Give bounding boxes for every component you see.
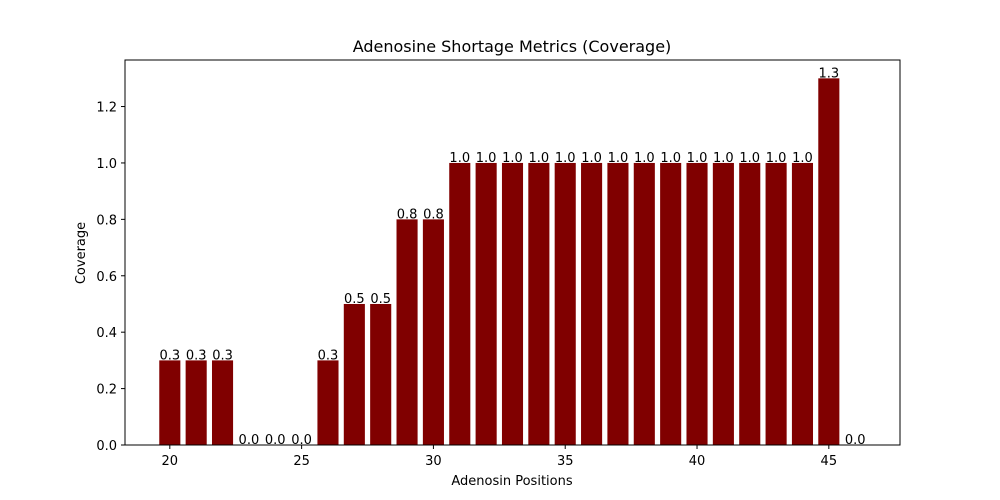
- data-label-30: 0.8: [423, 207, 444, 222]
- y-tick-label-5: 1.0: [96, 157, 117, 172]
- x-tick-label-40: 40: [689, 454, 706, 469]
- bar-38: [633, 162, 655, 445]
- data-label-35: 1.0: [555, 151, 576, 166]
- plot-frame: [124, 59, 901, 446]
- data-label-43: 1.0: [766, 151, 787, 166]
- data-label-45: 1.3: [818, 66, 839, 81]
- data-label-44: 1.0: [792, 151, 813, 166]
- bar-20: [159, 360, 181, 445]
- x-axis-label: Adenosin Positions: [451, 474, 572, 489]
- data-label-38: 1.0: [634, 151, 655, 166]
- x-tick-label-30: 30: [425, 454, 442, 469]
- bar-42: [739, 162, 761, 445]
- x-tick-label-35: 35: [557, 454, 574, 469]
- bar-37: [607, 162, 629, 445]
- bar-34: [528, 162, 550, 445]
- data-label-24: 0.0: [265, 433, 286, 448]
- data-label-42: 1.0: [739, 151, 760, 166]
- data-labels-group: 0.3 0.3 0.3 0.0 0.0 0.0 0.3 0.5 0.5 0.8 0.8 1.0 1.0 1…: [159, 66, 865, 448]
- data-label-37: 1.0: [608, 151, 629, 166]
- x-tick-label-20: 20: [162, 454, 179, 469]
- y-axis-label: Coverage: [74, 222, 89, 284]
- data-label-31: 1.0: [449, 151, 470, 166]
- bar-40: [686, 162, 708, 445]
- bar-43: [765, 162, 787, 445]
- bar-30: [422, 219, 444, 445]
- bar-44: [791, 162, 814, 445]
- bar-41: [712, 162, 734, 445]
- data-label-34: 1.0: [529, 151, 550, 166]
- data-label-21: 0.3: [186, 348, 207, 363]
- chart-title: Adenosine Shortage Metrics (Coverage): [353, 37, 672, 56]
- y-axis-ticks: 0.0 0.2 0.4 0.6 0.8 1.0 1.2: [96, 101, 125, 454]
- y-tick-label-2: 0.4: [96, 326, 117, 341]
- bar-36: [581, 162, 603, 445]
- bar-21: [185, 360, 207, 445]
- bar-33: [501, 162, 524, 445]
- data-label-39: 1.0: [660, 151, 681, 166]
- data-label-25: 0.0: [291, 433, 312, 448]
- bar-32: [475, 162, 497, 445]
- y-tick-label-0: 0.0: [96, 439, 117, 454]
- bar-27: [343, 303, 365, 445]
- bar-35: [554, 162, 576, 445]
- bar-28: [370, 303, 392, 445]
- bar-26: [317, 360, 339, 445]
- y-tick-label-3: 0.6: [96, 270, 117, 285]
- data-label-27: 0.5: [344, 292, 365, 307]
- bar-45: [818, 78, 840, 445]
- data-label-40: 1.0: [687, 151, 708, 166]
- data-label-22: 0.3: [212, 348, 233, 363]
- bar-29: [396, 219, 418, 445]
- data-label-29: 0.8: [397, 207, 418, 222]
- bar-31: [449, 162, 471, 445]
- x-tick-label-45: 45: [821, 454, 838, 469]
- data-label-26: 0.3: [318, 348, 339, 363]
- y-tick-label-4: 0.8: [96, 213, 117, 228]
- data-label-28: 0.5: [370, 292, 391, 307]
- data-label-41: 1.0: [713, 151, 734, 166]
- bar-22: [211, 360, 234, 445]
- data-label-20: 0.3: [159, 348, 180, 363]
- bar-39: [660, 162, 682, 445]
- x-axis-ticks: 20 25 30 35 40 45: [162, 445, 838, 469]
- bars-group: [159, 78, 840, 445]
- x-tick-label-25: 25: [293, 454, 310, 469]
- data-label-32: 1.0: [476, 151, 497, 166]
- data-label-23: 0.0: [239, 433, 260, 448]
- y-tick-label-6: 1.2: [96, 101, 117, 116]
- data-label-46: 0.0: [845, 433, 866, 448]
- data-label-33: 1.0: [502, 151, 523, 166]
- data-label-36: 1.0: [581, 151, 602, 166]
- y-tick-label-1: 0.2: [96, 383, 117, 398]
